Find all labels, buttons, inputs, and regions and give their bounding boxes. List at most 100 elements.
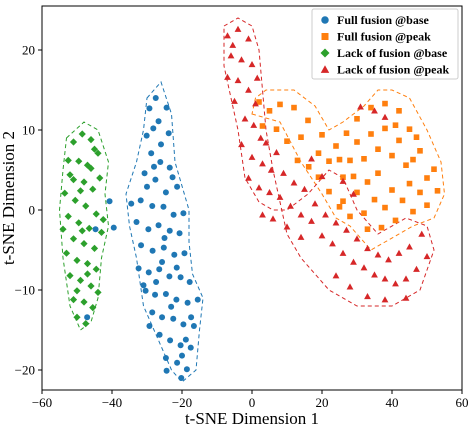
data-point-series-0 bbox=[165, 130, 172, 137]
data-point-series-0 bbox=[180, 210, 187, 217]
data-point-series-3 bbox=[280, 169, 287, 176]
data-point-series-2 bbox=[83, 161, 92, 169]
data-point-series-0 bbox=[174, 359, 181, 366]
data-point-series-3 bbox=[381, 296, 389, 303]
data-point-series-0 bbox=[133, 219, 140, 225]
data-point-series-3 bbox=[381, 275, 389, 282]
legend: Full fusion @base Full fusion @peak Lack o… bbox=[311, 8, 459, 80]
data-point-series-2 bbox=[73, 287, 81, 295]
data-point-series-2 bbox=[75, 219, 83, 227]
data-point-series-1 bbox=[340, 174, 346, 180]
data-point-series-3 bbox=[308, 217, 315, 224]
data-point-series-1 bbox=[333, 143, 339, 149]
data-point-series-1 bbox=[371, 196, 378, 203]
data-point-series-2 bbox=[82, 320, 90, 328]
data-point-series-2 bbox=[82, 202, 90, 210]
data-point-series-0 bbox=[153, 279, 160, 285]
data-point-series-2 bbox=[62, 249, 71, 257]
data-point-series-0 bbox=[92, 226, 99, 233]
data-point-series-1 bbox=[361, 210, 367, 216]
data-point-series-0 bbox=[152, 291, 159, 298]
legend-marker-3 bbox=[320, 65, 330, 73]
data-point-series-0 bbox=[168, 303, 175, 310]
data-point-series-1 bbox=[326, 158, 332, 164]
data-point-series-0 bbox=[141, 170, 148, 177]
data-point-series-1 bbox=[336, 156, 343, 163]
data-point-series-1 bbox=[343, 130, 350, 136]
data-point-series-3 bbox=[273, 149, 280, 156]
data-point-series-0 bbox=[167, 337, 174, 344]
data-point-series-0 bbox=[146, 105, 153, 112]
data-point-series-1 bbox=[298, 134, 304, 140]
data-point-series-0 bbox=[171, 251, 178, 258]
data-point-series-0 bbox=[162, 291, 169, 297]
data-point-series-3 bbox=[252, 100, 259, 107]
data-point-series-2 bbox=[80, 178, 88, 186]
data-point-series-1 bbox=[277, 101, 283, 108]
data-point-series-2 bbox=[66, 272, 74, 280]
x-tick-label: 0 bbox=[249, 395, 256, 410]
y-tick-label: 0 bbox=[29, 203, 36, 218]
data-point-series-2 bbox=[94, 149, 102, 157]
data-point-series-0 bbox=[143, 132, 150, 139]
data-point-series-1 bbox=[364, 179, 371, 185]
data-point-series-1 bbox=[406, 126, 413, 132]
data-point-series-2 bbox=[85, 224, 93, 232]
data-point-series-1 bbox=[389, 187, 395, 193]
data-point-series-0 bbox=[151, 163, 157, 170]
legend-marker-1 bbox=[321, 33, 329, 40]
data-point-series-3 bbox=[350, 190, 357, 197]
data-point-series-0 bbox=[177, 342, 184, 349]
data-point-series-3 bbox=[224, 73, 231, 80]
legend-label-3: Lack of fusion @peak bbox=[337, 63, 450, 77]
data-point-series-1 bbox=[417, 148, 423, 154]
data-point-series-1 bbox=[354, 139, 360, 145]
data-point-series-2 bbox=[80, 298, 88, 306]
data-point-series-3 bbox=[255, 184, 263, 191]
data-point-series-3 bbox=[290, 179, 298, 186]
data-point-series-0 bbox=[166, 273, 173, 280]
data-point-series-3 bbox=[283, 223, 291, 230]
data-point-series-1 bbox=[413, 134, 420, 140]
data-point-series-3 bbox=[224, 32, 231, 39]
data-point-series-1 bbox=[368, 131, 374, 137]
data-point-series-1 bbox=[354, 189, 360, 196]
data-point-series-2 bbox=[71, 196, 79, 204]
data-point-series-3 bbox=[257, 134, 265, 141]
data-point-series-0 bbox=[128, 200, 135, 207]
data-point-series-3 bbox=[350, 258, 357, 265]
data-point-series-1 bbox=[354, 116, 360, 122]
data-point-series-2 bbox=[99, 216, 107, 224]
data-point-series-1 bbox=[406, 180, 413, 187]
data-point-series-3 bbox=[297, 233, 305, 240]
data-point-series-2 bbox=[96, 174, 104, 182]
data-point-series-0 bbox=[166, 227, 173, 234]
x-tick-label: 60 bbox=[456, 395, 469, 410]
data-point-series-0 bbox=[145, 226, 152, 233]
data-point-series-3 bbox=[259, 160, 266, 167]
data-point-series-3 bbox=[371, 107, 378, 114]
data-point-series-3 bbox=[253, 74, 261, 81]
data-point-series-0 bbox=[135, 265, 142, 272]
data-point-series-3 bbox=[266, 189, 273, 196]
data-point-series-0 bbox=[183, 366, 190, 373]
data-point-series-0 bbox=[174, 183, 181, 190]
data-point-series-3 bbox=[332, 272, 340, 279]
x-tick-label: −40 bbox=[102, 395, 122, 410]
data-point-series-1 bbox=[368, 104, 374, 111]
cluster-outline-0 bbox=[125, 81, 204, 383]
data-point-series-3 bbox=[339, 249, 347, 256]
data-point-series-1 bbox=[259, 123, 266, 129]
data-point-series-1 bbox=[350, 173, 357, 180]
data-point-series-1 bbox=[382, 100, 388, 107]
data-point-series-2 bbox=[87, 164, 95, 172]
data-point-series-3 bbox=[227, 52, 235, 59]
y-tick-label: 20 bbox=[22, 43, 35, 58]
data-point-series-0 bbox=[159, 259, 166, 265]
data-point-series-3 bbox=[381, 113, 389, 120]
data-point-series-0 bbox=[148, 150, 155, 157]
data-point-series-0 bbox=[166, 164, 173, 171]
data-point-series-1 bbox=[315, 174, 322, 180]
data-point-series-1 bbox=[284, 138, 290, 144]
data-point-series-1 bbox=[340, 198, 346, 204]
